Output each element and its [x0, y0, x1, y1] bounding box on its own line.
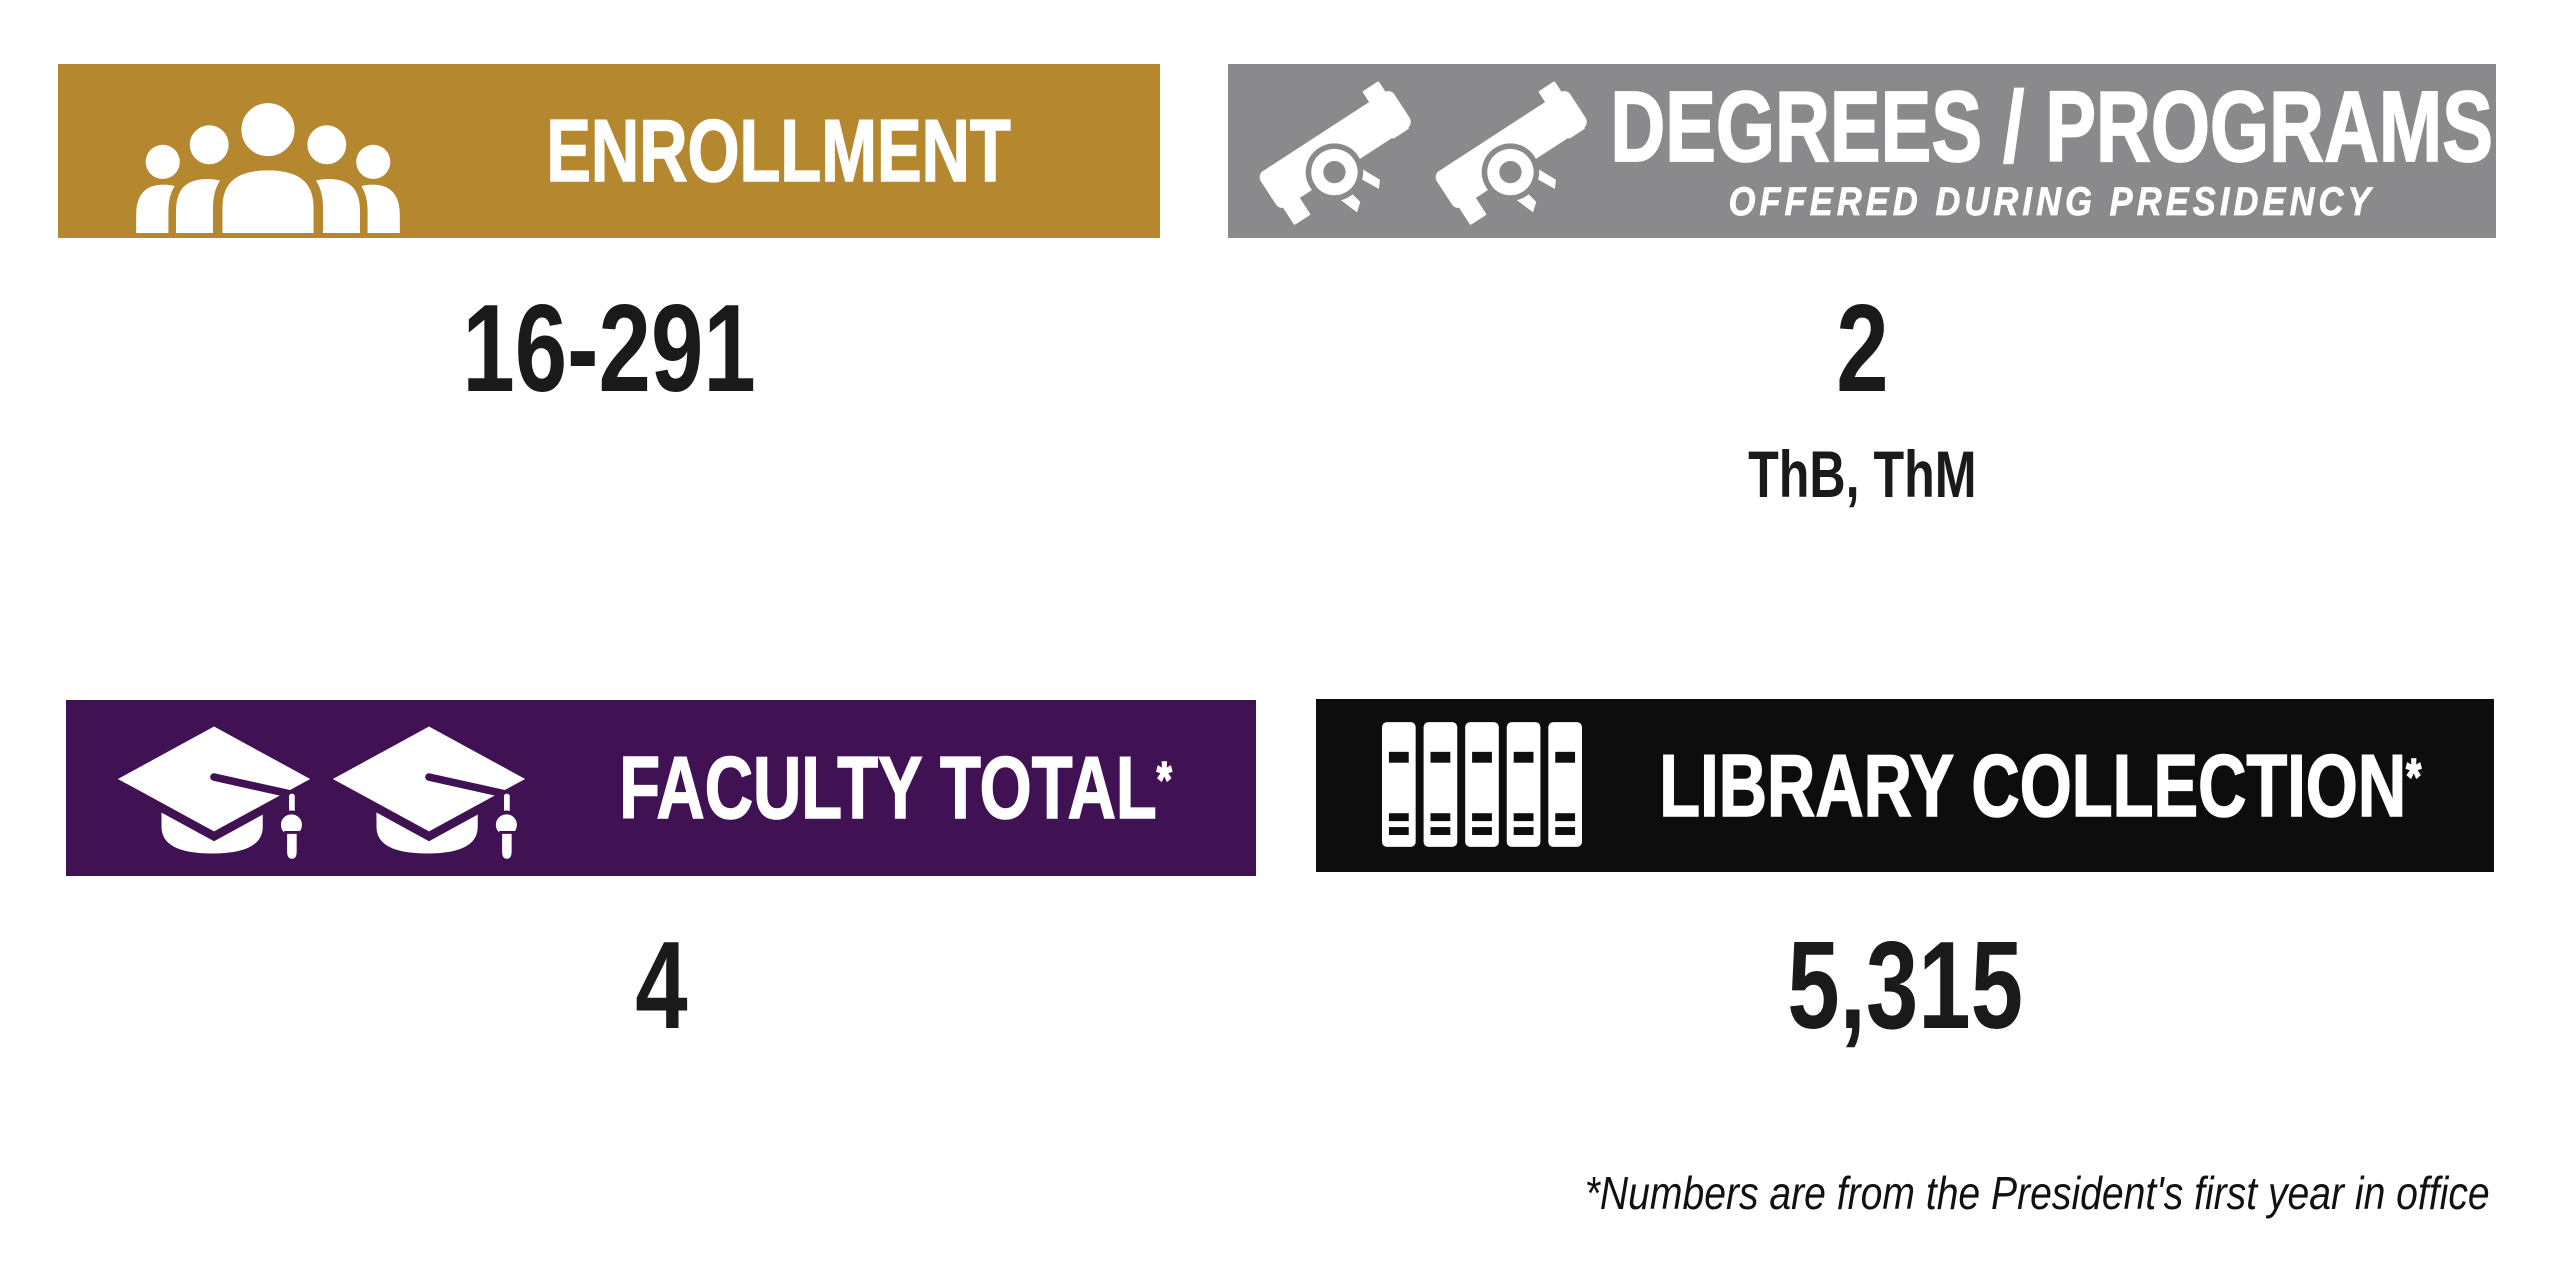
library-footnote-marker: * [2405, 748, 2421, 806]
library-collection-value-text: 5,315 [1787, 917, 2023, 1055]
degrees-programs-value-text: 2 [1835, 280, 1889, 418]
library-collection-label-wrap: LIBRARY COLLECTION* [1616, 699, 2464, 872]
enrollment-value-text: 16-291 [462, 280, 756, 418]
degrees-programs-label: DEGREES / PROGRAMS [1610, 71, 2494, 183]
faculty-total-banner: FACULTY TOTAL* [66, 700, 1256, 876]
footnote: *Numbers are from the President's first … [1425, 1166, 2490, 1220]
faculty-total-label-wrap: FACULTY TOTAL* [566, 700, 1226, 876]
faculty-total-value-text: 4 [634, 917, 688, 1055]
degrees-programs-sublabel: OFFERED DURING PRESIDENCY [1728, 180, 2375, 225]
faculty-footnote-marker: * [1157, 750, 1173, 808]
footnote-text: *Numbers are from the President's first … [1585, 1167, 2490, 1219]
library-collection-label: LIBRARY COLLECTION* [1658, 740, 2421, 830]
enrollment-label: ENROLLMENT [546, 101, 1012, 200]
books-icon [1382, 722, 1582, 847]
degrees-programs-value: 2 [1228, 287, 2496, 411]
degrees-programs-banner: DEGREES / PROGRAMS OFFERED DURING PRESID… [1228, 64, 2496, 238]
enrollment-banner: ENROLLMENT [58, 64, 1160, 238]
people-group-icon [136, 93, 400, 233]
faculty-total-label-text: FACULTY TOTAL [619, 738, 1158, 837]
library-collection-banner: LIBRARY COLLECTION* [1316, 699, 2494, 872]
graduation-cap-icon [102, 714, 542, 864]
degrees-programs-detail: ThB, ThM [1228, 441, 2496, 507]
faculty-total-value: 4 [66, 924, 1256, 1048]
enrollment-value: 16-291 [58, 287, 1160, 411]
enrollment-label-wrap: ENROLLMENT [438, 64, 1120, 238]
degrees-programs-label-wrap: DEGREES / PROGRAMS OFFERED DURING PRESID… [1610, 64, 2494, 238]
library-collection-label-text: LIBRARY COLLECTION [1658, 735, 2406, 835]
faculty-total-label: FACULTY TOTAL* [619, 743, 1173, 833]
degrees-programs-detail-text: ThB, ThM [1747, 437, 1977, 511]
library-collection-value: 5,315 [1316, 924, 2494, 1048]
